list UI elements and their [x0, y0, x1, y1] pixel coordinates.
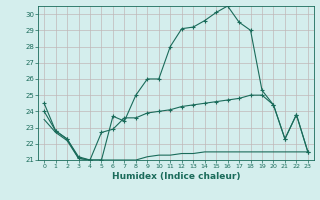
- X-axis label: Humidex (Indice chaleur): Humidex (Indice chaleur): [112, 172, 240, 181]
